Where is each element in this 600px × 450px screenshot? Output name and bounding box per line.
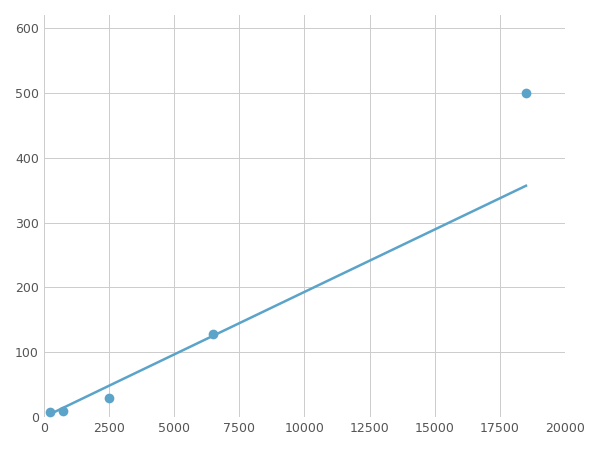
Point [521, 89, 531, 96]
Point [46, 408, 55, 415]
Point [104, 394, 114, 401]
Point [208, 330, 218, 338]
Point [59, 407, 68, 414]
